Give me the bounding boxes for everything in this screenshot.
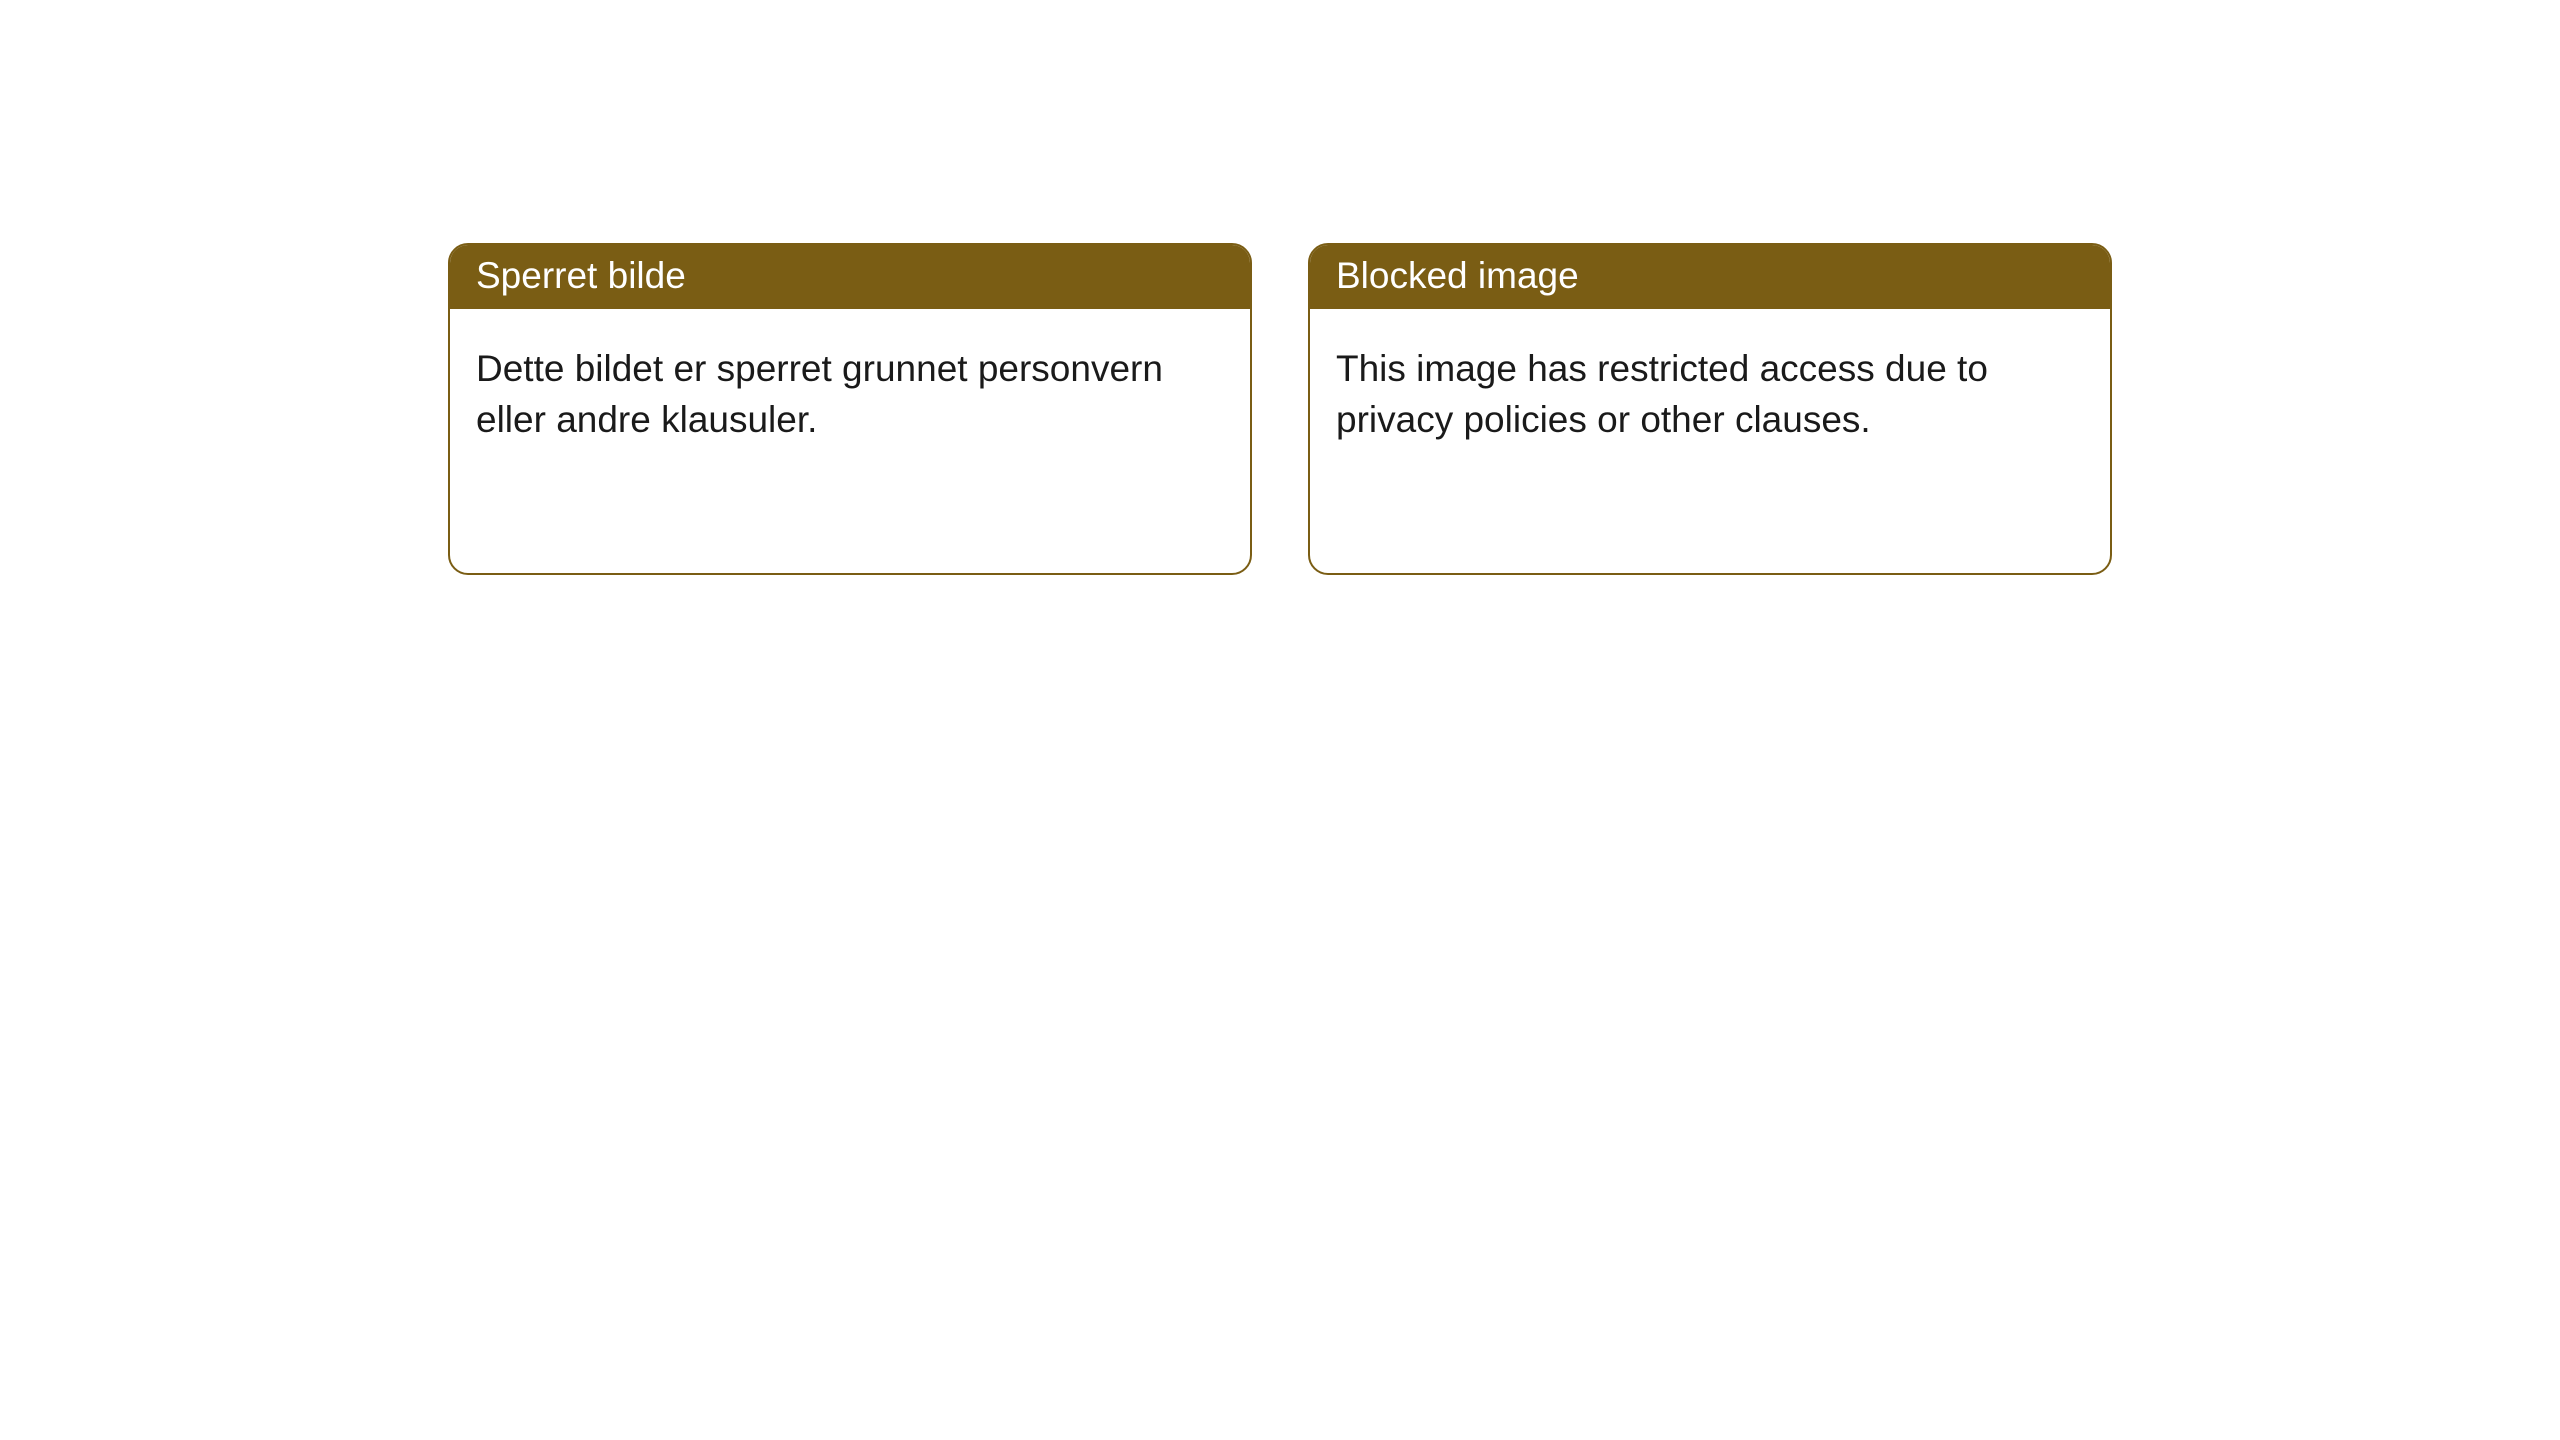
notice-title: Sperret bilde [476, 255, 686, 296]
notice-body: Dette bildet er sperret grunnet personve… [450, 309, 1250, 471]
notice-body: This image has restricted access due to … [1310, 309, 2110, 471]
notice-card-english: Blocked image This image has restricted … [1308, 243, 2112, 575]
notice-header: Blocked image [1310, 245, 2110, 309]
notice-header: Sperret bilde [450, 245, 1250, 309]
notice-card-norwegian: Sperret bilde Dette bildet er sperret gr… [448, 243, 1252, 575]
notice-message: This image has restricted access due to … [1336, 348, 1988, 440]
notice-container: Sperret bilde Dette bildet er sperret gr… [448, 243, 2112, 575]
notice-message: Dette bildet er sperret grunnet personve… [476, 348, 1163, 440]
notice-title: Blocked image [1336, 255, 1579, 296]
